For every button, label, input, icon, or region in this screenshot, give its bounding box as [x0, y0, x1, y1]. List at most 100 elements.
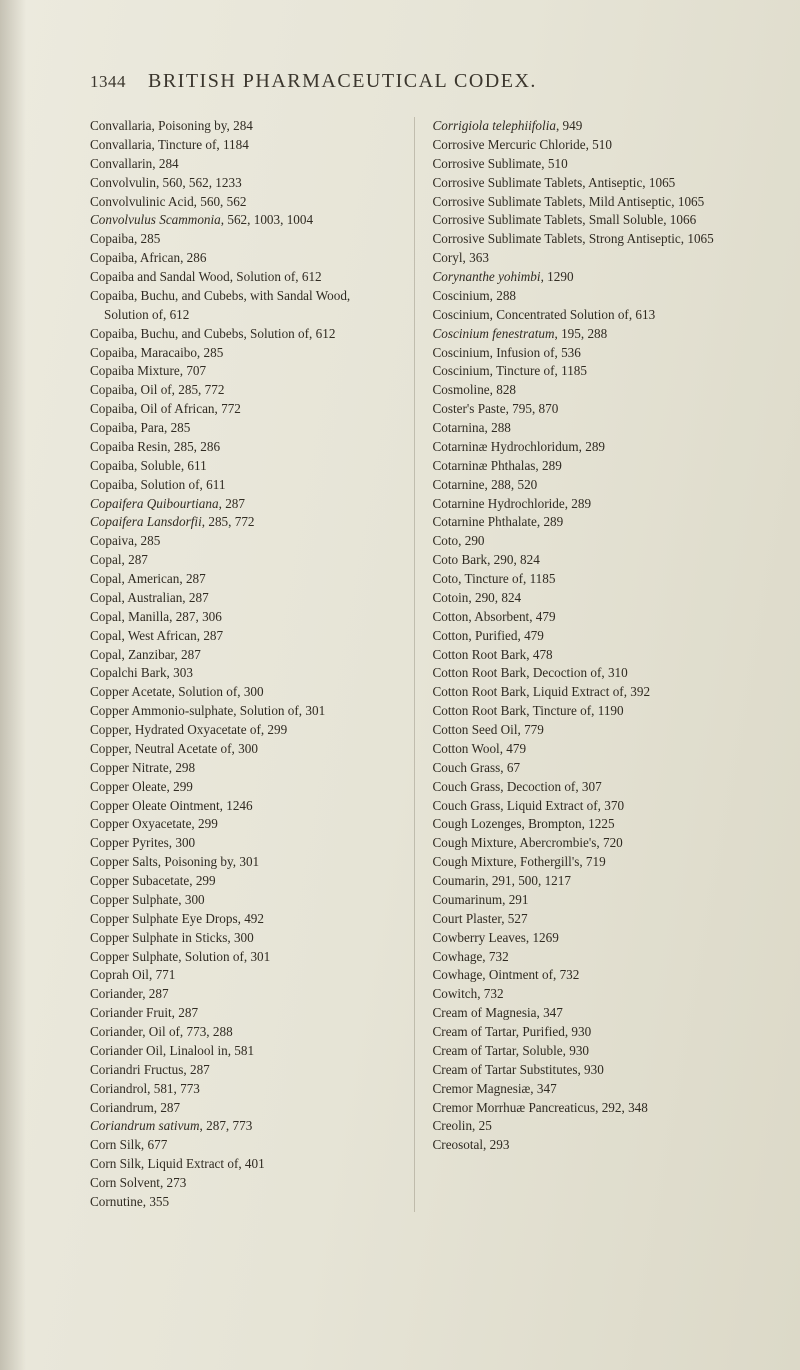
index-entry: Copper Sulphate Eye Drops, 492 [90, 910, 396, 929]
index-entry: Copper Pyrites, 300 [90, 834, 396, 853]
index-entry: Copal, Manilla, 287, 306 [90, 608, 396, 627]
index-entry: Corrosive Sublimate Tablets, Antiseptic,… [433, 174, 739, 193]
index-entry: Couch Grass, Liquid Extract of, 370 [433, 797, 739, 816]
page-number: 1344 [90, 72, 126, 92]
index-entry: Corrigiola telephiifolia, 949 [433, 117, 739, 136]
index-entry: Copper Oxyacetate, 299 [90, 815, 396, 834]
right-column: Corrigiola telephiifolia, 949Corrosive M… [433, 117, 739, 1212]
index-entry: Cremor Magnesiæ, 347 [433, 1080, 739, 1099]
index-entry: Cough Mixture, Fothergill's, 719 [433, 853, 739, 872]
index-entry: Cosmoline, 828 [433, 381, 739, 400]
index-entry: Copaiba, Solution of, 611 [90, 476, 396, 495]
index-entry: Copper Oleate, 299 [90, 778, 396, 797]
index-entry: Cotton, Absorbent, 479 [433, 608, 739, 627]
index-entry: Cotton Root Bark, Liquid Extract of, 392 [433, 683, 739, 702]
index-entry: Coto, Tincture of, 1185 [433, 570, 739, 589]
index-entry: Copper Salts, Poisoning by, 301 [90, 853, 396, 872]
index-entry: Convolvulin, 560, 562, 1233 [90, 174, 396, 193]
index-entry: Cotoin, 290, 824 [433, 589, 739, 608]
index-entry: Cotarnine Phthalate, 289 [433, 513, 739, 532]
running-title: BRITISH PHARMACEUTICAL CODEX. [148, 70, 537, 93]
index-entry: Copaiba, Buchu, and Cubebs, with Sandal … [90, 287, 396, 325]
index-entry: Copaiba, Para, 285 [90, 419, 396, 438]
index-entry: Coscinium fenestratum, 195, 288 [433, 325, 739, 344]
index-entry: Creosotal, 293 [433, 1136, 739, 1155]
index-entry: Coscinium, 288 [433, 287, 739, 306]
index-entry: Cornutine, 355 [90, 1193, 396, 1212]
index-entry: Corn Silk, Liquid Extract of, 401 [90, 1155, 396, 1174]
index-entry: Copper Acetate, Solution of, 300 [90, 683, 396, 702]
index-entry: Cotarnine Hydrochloride, 289 [433, 495, 739, 514]
index-entry: Cotton Root Bark, Tincture of, 1190 [433, 702, 739, 721]
index-entry: Corrosive Sublimate, 510 [433, 155, 739, 174]
page-header: 1344 BRITISH PHARMACEUTICAL CODEX. [90, 70, 738, 93]
index-entry: Copaifera Lansdorfii, 285, 772 [90, 513, 396, 532]
index-entry: Corn Silk, 677 [90, 1136, 396, 1155]
index-columns: Convallaria, Poisoning by, 284Convallari… [90, 117, 738, 1212]
index-entry: Corrosive Sublimate Tablets, Strong Anti… [433, 230, 739, 249]
index-entry: Copper, Hydrated Oxyacetate of, 299 [90, 721, 396, 740]
index-entry: Coto, 290 [433, 532, 739, 551]
index-entry: Coriander, Oil of, 773, 288 [90, 1023, 396, 1042]
index-entry: Cotarnina, 288 [433, 419, 739, 438]
index-entry: Corrosive Sublimate Tablets, Mild Antise… [433, 193, 739, 212]
index-entry: Coster's Paste, 795, 870 [433, 400, 739, 419]
index-entry: Corrosive Sublimate Tablets, Small Solub… [433, 211, 739, 230]
index-entry: Coumarin, 291, 500, 1217 [433, 872, 739, 891]
index-entry: Convolvulinic Acid, 560, 562 [90, 193, 396, 212]
index-entry: Copaiba, Maracaibo, 285 [90, 344, 396, 363]
index-entry: Copalchi Bark, 303 [90, 664, 396, 683]
index-entry: Copaiba and Sandal Wood, Solution of, 61… [90, 268, 396, 287]
index-entry: Coriander Fruit, 287 [90, 1004, 396, 1023]
index-entry: Copaifera Quibourtiana, 287 [90, 495, 396, 514]
index-entry: Copaiba, Oil of, 285, 772 [90, 381, 396, 400]
index-entry: Cotarninæ Hydrochloridum, 289 [433, 438, 739, 457]
index-entry: Copper Sulphate in Sticks, 300 [90, 929, 396, 948]
index-entry: Copaiba Resin, 285, 286 [90, 438, 396, 457]
index-entry: Cotton Root Bark, 478 [433, 646, 739, 665]
index-entry: Cotarninæ Phthalas, 289 [433, 457, 739, 476]
index-entry: Copaiva, 285 [90, 532, 396, 551]
index-entry: Copper Nitrate, 298 [90, 759, 396, 778]
index-entry: Convallarin, 284 [90, 155, 396, 174]
index-entry: Cotton, Purified, 479 [433, 627, 739, 646]
index-entry: Copaiba, Oil of African, 772 [90, 400, 396, 419]
index-entry: Cream of Magnesia, 347 [433, 1004, 739, 1023]
index-entry: Cotton Wool, 479 [433, 740, 739, 759]
codex-index-page: 1344 BRITISH PHARMACEUTICAL CODEX. Conva… [0, 0, 800, 1370]
index-entry: Court Plaster, 527 [433, 910, 739, 929]
index-entry: Couch Grass, 67 [433, 759, 739, 778]
index-entry: Coriandrum sativum, 287, 773 [90, 1117, 396, 1136]
index-entry: Cowhage, Ointment of, 732 [433, 966, 739, 985]
index-entry: Convallaria, Tincture of, 1184 [90, 136, 396, 155]
index-entry: Coto Bark, 290, 824 [433, 551, 739, 570]
index-entry: Copal, Zanzibar, 287 [90, 646, 396, 665]
index-entry: Copal, American, 287 [90, 570, 396, 589]
index-entry: Cremor Morrhuæ Pancreaticus, 292, 348 [433, 1099, 739, 1118]
index-entry: Corrosive Mercuric Chloride, 510 [433, 136, 739, 155]
index-entry: Cowhage, 732 [433, 948, 739, 967]
index-entry: Coscinium, Tincture of, 1185 [433, 362, 739, 381]
index-entry: Corn Solvent, 273 [90, 1174, 396, 1193]
index-entry: Cowberry Leaves, 1269 [433, 929, 739, 948]
index-entry: Copaiba Mixture, 707 [90, 362, 396, 381]
index-entry: Copper Sulphate, Solution of, 301 [90, 948, 396, 967]
index-entry: Copaiba, Buchu, and Cubebs, Solution of,… [90, 325, 396, 344]
index-entry: Coriandrum, 287 [90, 1099, 396, 1118]
index-entry: Coscinium, Concentrated Solution of, 613 [433, 306, 739, 325]
index-entry: Corynanthe yohimbi, 1290 [433, 268, 739, 287]
index-entry: Cream of Tartar, Purified, 930 [433, 1023, 739, 1042]
index-entry: Coscinium, Infusion of, 536 [433, 344, 739, 363]
index-entry: Convolvulus Scammonia, 562, 1003, 1004 [90, 211, 396, 230]
index-entry: Cotton Seed Oil, 779 [433, 721, 739, 740]
index-entry: Cough Lozenges, Brompton, 1225 [433, 815, 739, 834]
column-separator [414, 117, 415, 1212]
index-entry: Copper Subacetate, 299 [90, 872, 396, 891]
index-entry: Copaiba, African, 286 [90, 249, 396, 268]
index-entry: Copal, Australian, 287 [90, 589, 396, 608]
index-entry: Copaiba, Soluble, 611 [90, 457, 396, 476]
index-entry: Cream of Tartar Substitutes, 930 [433, 1061, 739, 1080]
index-entry: Coriandrol, 581, 773 [90, 1080, 396, 1099]
index-entry: Copal, 287 [90, 551, 396, 570]
index-entry: Coumarinum, 291 [433, 891, 739, 910]
